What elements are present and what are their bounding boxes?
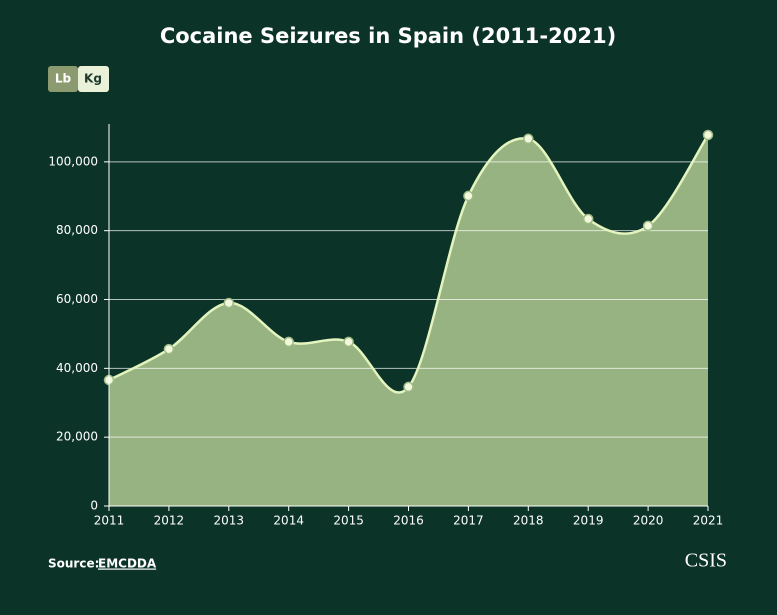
brand-logo: CSIS bbox=[685, 550, 727, 572]
x-tick-label: 2017 bbox=[453, 514, 484, 528]
x-tick-label: 2016 bbox=[393, 514, 424, 528]
x-tick-label: 2021 bbox=[693, 514, 724, 528]
source-link[interactable]: EMCDDA bbox=[98, 557, 157, 571]
x-tick-label: 2015 bbox=[333, 514, 364, 528]
data-point bbox=[523, 133, 534, 145]
chart-title: Cocaine Seizures in Spain (2011-2021) bbox=[160, 24, 616, 48]
x-tick-label: 2019 bbox=[573, 514, 604, 528]
x-tick-label: 2012 bbox=[154, 514, 185, 528]
source-label: Source: bbox=[48, 557, 99, 571]
y-tick-label: 100,000 bbox=[48, 154, 98, 168]
unit-button[interactable] bbox=[78, 66, 109, 92]
x-tick-label: 2011 bbox=[94, 514, 125, 528]
data-point bbox=[283, 336, 294, 348]
area bbox=[109, 135, 708, 506]
data-point bbox=[403, 381, 414, 393]
data-point bbox=[463, 190, 474, 202]
data-point bbox=[163, 343, 175, 355]
data-point bbox=[642, 220, 654, 232]
x-tick-label: 2013 bbox=[214, 514, 245, 528]
y-tick-label: 60,000 bbox=[56, 292, 98, 306]
y-tick-label: 0 bbox=[90, 499, 98, 513]
unit-button-label[interactable]: Lb bbox=[55, 72, 72, 86]
x-tick-label: 2014 bbox=[273, 514, 304, 528]
data-point bbox=[343, 336, 354, 348]
data-point bbox=[702, 129, 714, 141]
unit-button-label[interactable]: Kg bbox=[84, 72, 102, 86]
line bbox=[108, 134, 710, 394]
x-tick-label: 2020 bbox=[633, 514, 664, 528]
x-tick-label: 2018 bbox=[513, 514, 544, 528]
y-tick-label: 80,000 bbox=[56, 223, 98, 237]
unit-button[interactable] bbox=[48, 66, 78, 92]
y-tick-label: 20,000 bbox=[56, 430, 98, 444]
data-point bbox=[223, 297, 235, 309]
y-tick-label: 40,000 bbox=[56, 361, 98, 375]
data-point bbox=[582, 213, 594, 225]
